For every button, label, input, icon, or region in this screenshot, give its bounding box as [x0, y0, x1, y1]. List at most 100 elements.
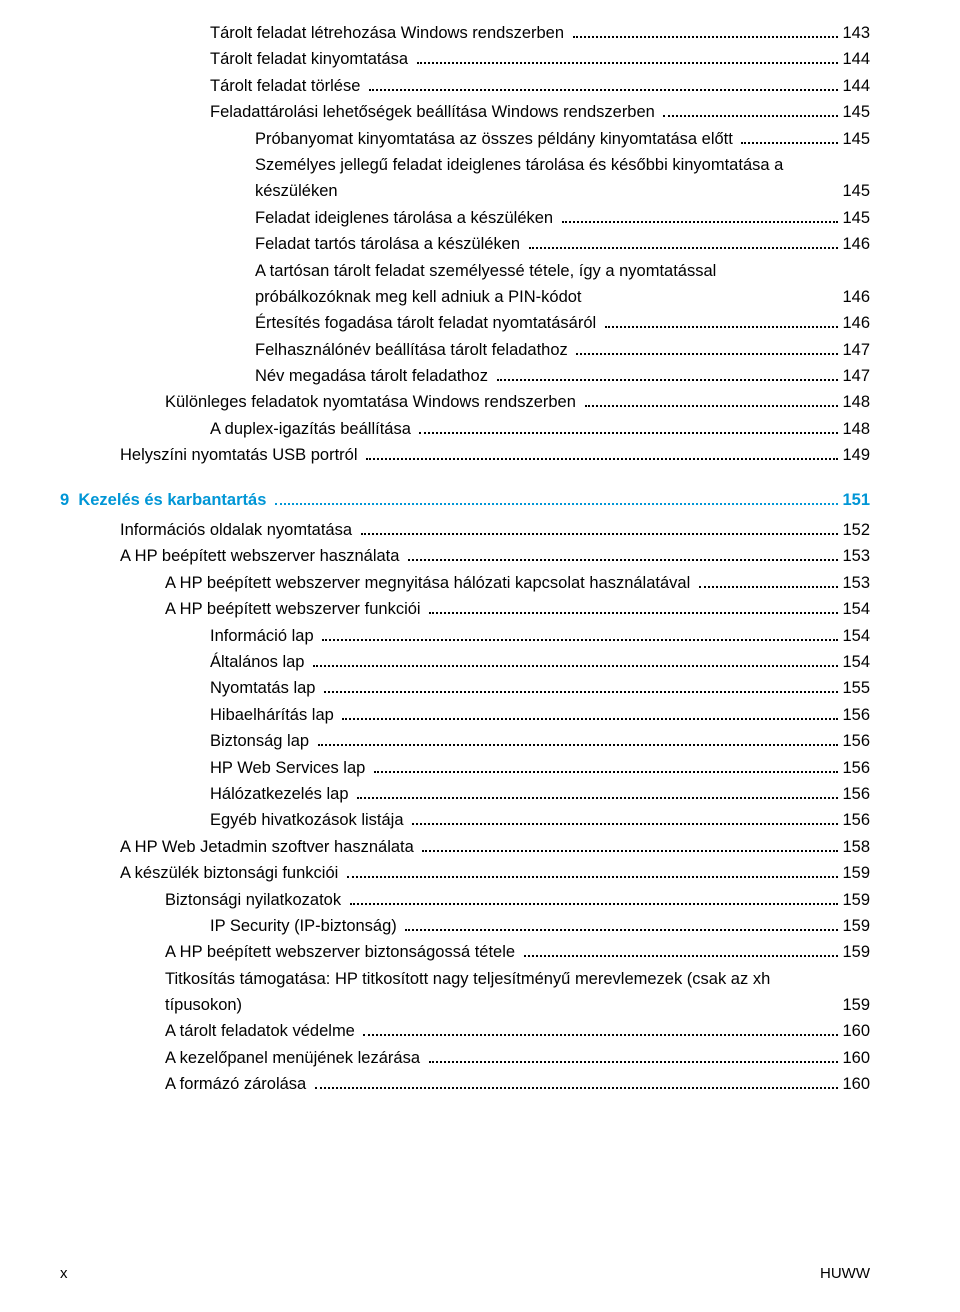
- toc-label: A tárolt feladatok védelme: [165, 1018, 359, 1044]
- toc-leader-dots: [275, 491, 839, 505]
- toc-leader-dots: [357, 785, 838, 799]
- toc-leader-dots: [497, 368, 839, 382]
- toc-leader-dots: [429, 1049, 839, 1063]
- toc-page-number: 145: [842, 205, 870, 231]
- toc-label: A HP beépített webszerver biztonságossá …: [165, 939, 520, 965]
- toc-leader-dots: [313, 653, 838, 667]
- toc-page-number: 158: [842, 834, 870, 860]
- toc-label: Feladat ideiglenes tárolása a készüléken: [255, 205, 558, 231]
- toc-entry: A duplex-igazítás beállítása 148: [60, 416, 870, 442]
- toc-entry: Helyszíni nyomtatás USB portról 149: [60, 442, 870, 468]
- toc-leader-dots: [322, 627, 838, 641]
- toc-leader-dots: [315, 1076, 839, 1090]
- toc-label: Értesítés fogadása tárolt feladat nyomta…: [255, 310, 601, 336]
- toc-leader-dots: [417, 51, 839, 65]
- toc-entry: Értesítés fogadása tárolt feladat nyomta…: [60, 310, 870, 336]
- toc-entry: Biztonsági nyilatkozatok 159: [60, 887, 870, 913]
- toc-page-number: 145: [842, 99, 870, 125]
- toc-label: Hálózatkezelés lap: [210, 781, 353, 807]
- toc-section-heading: 9 Kezelés és karbantartás 151: [60, 487, 870, 513]
- toc-entry: Információs oldalak nyomtatása 152: [60, 517, 870, 543]
- toc-label: Próbanyomat kinyomtatása az összes példá…: [255, 126, 737, 152]
- toc-label: A HP beépített webszerver megnyitása hál…: [165, 570, 695, 596]
- toc-leader-dots: [405, 917, 838, 931]
- toc-label: Hibaelhárítás lap: [210, 702, 338, 728]
- toc-label: Név megadása tárolt feladathoz: [255, 363, 493, 389]
- toc-leader-dots: [366, 447, 838, 461]
- toc-entry: Információ lap 154: [60, 623, 870, 649]
- page: Tárolt feladat létrehozása Windows rends…: [0, 0, 960, 1312]
- toc-leader-dots: [605, 315, 839, 329]
- toc-entry: Feladattárolási lehetőségek beállítása W…: [60, 99, 870, 125]
- toc-page-number: 145: [842, 178, 870, 204]
- toc-label: Információ lap: [210, 623, 318, 649]
- toc-page-number: 153: [842, 570, 870, 596]
- toc-page-number: 156: [842, 702, 870, 728]
- toc-label: A HP Web Jetadmin szoftver használata: [120, 834, 418, 860]
- toc-label: Általános lap: [210, 649, 309, 675]
- toc-label: Személyes jellegű feladat ideiglenes tár…: [255, 152, 834, 205]
- toc-entry: A HP beépített webszerver biztonságossá …: [60, 939, 870, 965]
- toc-label: A kezelőpanel menüjének lezárása: [165, 1045, 425, 1071]
- toc-entry: A HP Web Jetadmin szoftver használata 15…: [60, 834, 870, 860]
- toc-entry: Titkosítás támogatása: HP titkosított na…: [60, 966, 870, 1019]
- toc-label: Tárolt feladat kinyomtatása: [210, 46, 413, 72]
- toc-label: 9 Kezelés és karbantartás: [60, 487, 271, 513]
- toc-page-number: 153: [842, 543, 870, 569]
- toc-label: A HP beépített webszerver használata: [120, 543, 404, 569]
- toc-page-number: 159: [842, 887, 870, 913]
- toc-leader-dots: [741, 130, 838, 144]
- toc-leader-dots: [576, 341, 838, 355]
- toc-leader-dots: [524, 944, 839, 958]
- toc-page-number: 160: [842, 1071, 870, 1097]
- toc-page-number: 159: [842, 992, 870, 1018]
- toc-page-number: 147: [842, 363, 870, 389]
- toc-entry: HP Web Services lap 156: [60, 755, 870, 781]
- toc-label: A formázó zárolása: [165, 1071, 311, 1097]
- table-of-contents: Tárolt feladat létrehozása Windows rends…: [60, 20, 870, 1098]
- toc-label: Biztonság lap: [210, 728, 314, 754]
- toc-page-number: 160: [842, 1045, 870, 1071]
- toc-entry: A HP beépített webszerver megnyitása hál…: [60, 570, 870, 596]
- toc-page-number: 159: [842, 939, 870, 965]
- toc-page-number: 143: [842, 20, 870, 46]
- toc-leader-dots: [374, 759, 839, 773]
- toc-label: Nyomtatás lap: [210, 675, 320, 701]
- toc-label: A HP beépített webszerver funkciói: [165, 596, 425, 622]
- toc-page-number: 154: [842, 649, 870, 675]
- toc-entry: Hálózatkezelés lap 156: [60, 781, 870, 807]
- toc-page-number: 155: [842, 675, 870, 701]
- toc-page-number: 156: [842, 755, 870, 781]
- toc-leader-dots: [422, 838, 838, 852]
- toc-entry: Tárolt feladat törlése 144: [60, 73, 870, 99]
- toc-page-number: 146: [842, 231, 870, 257]
- toc-entry: A tárolt feladatok védelme 160: [60, 1018, 870, 1044]
- toc-entry: A készülék biztonsági funkciói 159: [60, 860, 870, 886]
- toc-page-number: 156: [842, 728, 870, 754]
- toc-entry: A tartósan tárolt feladat személyessé té…: [60, 258, 870, 311]
- toc-label: Tárolt feladat törlése: [210, 73, 365, 99]
- toc-page-number: 146: [842, 310, 870, 336]
- toc-page-number: 154: [842, 596, 870, 622]
- toc-entry: Név megadása tárolt feladathoz 147: [60, 363, 870, 389]
- toc-leader-dots: [363, 1023, 838, 1037]
- toc-page-number: 144: [842, 73, 870, 99]
- toc-label: Különleges feladatok nyomtatása Windows …: [165, 389, 581, 415]
- toc-label: Biztonsági nyilatkozatok: [165, 887, 346, 913]
- toc-page-number: 147: [842, 337, 870, 363]
- footer-right: HUWW: [820, 1265, 870, 1282]
- toc-label: IP Security (IP-biztonság): [210, 913, 401, 939]
- toc-label: Helyszíni nyomtatás USB portról: [120, 442, 362, 468]
- footer-left: x: [60, 1265, 68, 1282]
- toc-page-number: 152: [842, 517, 870, 543]
- toc-entry: Biztonság lap 156: [60, 728, 870, 754]
- toc-label: Titkosítás támogatása: HP titkosított na…: [165, 966, 834, 1019]
- toc-page-number: 154: [842, 623, 870, 649]
- toc-leader-dots: [342, 706, 838, 720]
- toc-label: Információs oldalak nyomtatása: [120, 517, 357, 543]
- toc-entry: Felhasználónév beállítása tárolt feladat…: [60, 337, 870, 363]
- toc-entry: A kezelőpanel menüjének lezárása 160: [60, 1045, 870, 1071]
- toc-entry: Feladat tartós tárolása a készüléken 146: [60, 231, 870, 257]
- toc-label: Feladattárolási lehetőségek beállítása W…: [210, 99, 659, 125]
- toc-page-number: 145: [842, 126, 870, 152]
